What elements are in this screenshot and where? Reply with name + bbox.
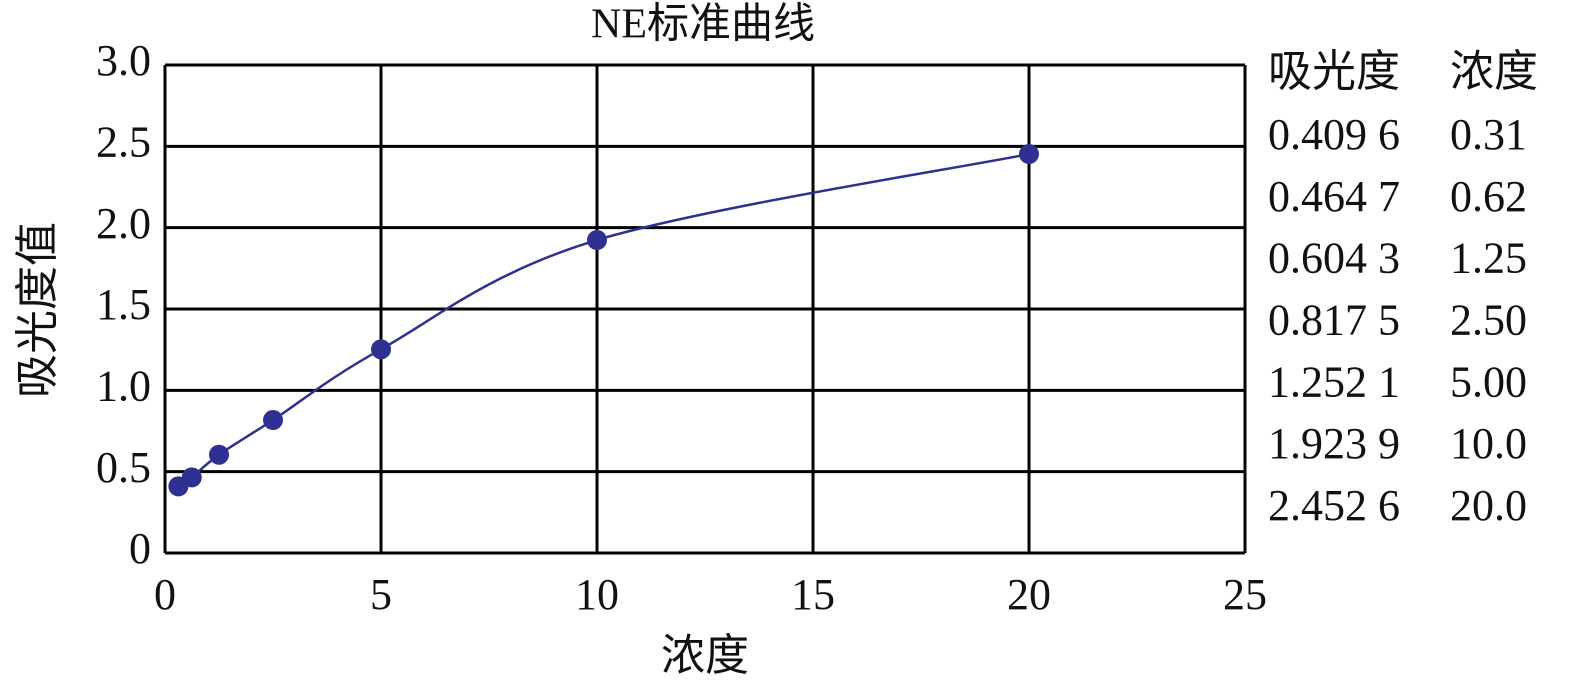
x-tick-label: 10 (575, 570, 619, 619)
data-point (181, 467, 202, 488)
table-header: 吸光度 (1268, 47, 1400, 96)
table-cell: 20.0 (1450, 481, 1527, 530)
data-point (263, 410, 283, 431)
y-tick-label: 3.0 (96, 36, 151, 85)
table-cell: 1.25 (1450, 234, 1527, 283)
table-cell: 0.464 7 (1268, 172, 1400, 221)
table-cell: 1.923 9 (1268, 419, 1400, 468)
y-axis-label: 吸光度值 (13, 222, 62, 398)
table-cell: 2.452 6 (1268, 481, 1400, 530)
table-cell: 0.817 5 (1268, 295, 1400, 344)
x-tick-label: 5 (370, 570, 392, 619)
x-axis-label: 浓度 (661, 631, 749, 680)
x-tick-label: 20 (1007, 570, 1051, 619)
table-cell: 0.604 3 (1268, 234, 1400, 283)
chart-title: NE标准曲线 (591, 2, 815, 48)
table-cell: 2.50 (1450, 295, 1527, 344)
data-point (371, 339, 391, 360)
table-cell: 0.62 (1450, 172, 1527, 221)
data-point (587, 230, 607, 251)
y-tick-label: 1.0 (96, 361, 151, 410)
x-tick-label: 25 (1223, 570, 1267, 619)
x-tick-label: 0 (154, 570, 176, 619)
table-cell: 0.31 (1450, 110, 1527, 159)
y-tick-label: 2.5 (96, 117, 151, 166)
table-header: 浓度 (1450, 47, 1538, 96)
y-tick-label: 1.5 (96, 280, 151, 329)
y-tick-label: 2.0 (96, 199, 151, 248)
y-tick-label: 0.5 (96, 443, 151, 492)
table-cell: 5.00 (1450, 357, 1527, 406)
y-tick-label: 0 (129, 524, 151, 573)
table-cell: 10.0 (1450, 419, 1527, 468)
fit-curve (177, 152, 1030, 488)
data-point (1019, 144, 1039, 165)
data-point (209, 444, 229, 465)
x-tick-label: 15 (791, 570, 835, 619)
table-cell: 0.409 6 (1268, 110, 1400, 159)
table-cell: 1.252 1 (1268, 357, 1400, 406)
